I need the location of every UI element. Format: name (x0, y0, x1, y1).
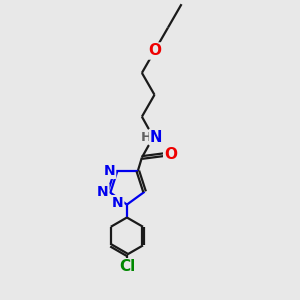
Text: O: O (164, 147, 177, 162)
Text: N: N (112, 196, 123, 210)
Text: Cl: Cl (119, 259, 135, 274)
Text: N: N (97, 185, 108, 199)
Text: O: O (148, 44, 161, 59)
Text: H: H (141, 130, 152, 144)
Text: N: N (150, 130, 163, 145)
Text: N: N (103, 164, 115, 178)
